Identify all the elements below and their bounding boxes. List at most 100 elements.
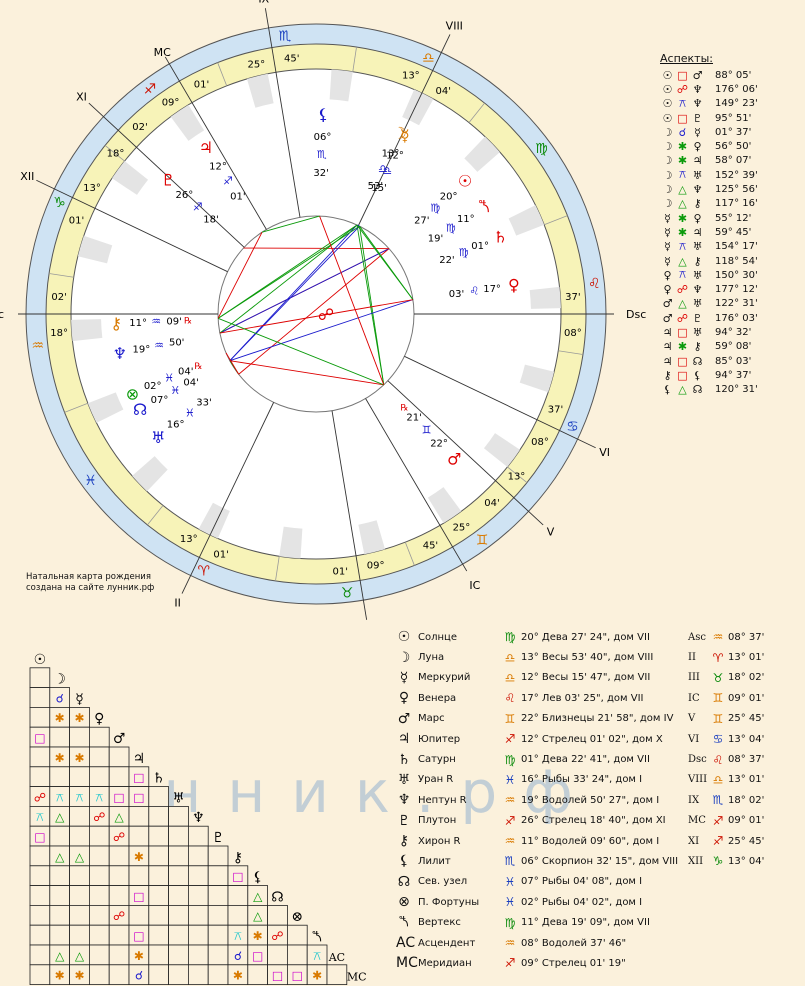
aspect-row: ☿ ✱ ♀ 55° 12' — [660, 211, 800, 225]
grid-cell — [69, 805, 90, 827]
zodiac-sign-glyph: ♎ — [422, 50, 435, 66]
house-sector — [71, 319, 103, 342]
aspects-title: Аспекты: — [660, 52, 713, 65]
planet-degree: 12° — [209, 161, 227, 172]
legend-position: 06° Скорпион 32' 15", дом VIII — [521, 855, 679, 867]
legend-position: 09° Стрелец 01' 19" — [521, 957, 626, 969]
legend-name: Лилит — [418, 855, 451, 867]
cusp-label: II — [688, 652, 696, 664]
aspect-planet-1: ♃ — [662, 340, 673, 354]
legend-row: ♄ Сатурн ♍ 01° Дева 22' 41", дом VII — [396, 749, 678, 769]
cusp-position: 13° 04' — [728, 855, 765, 867]
grid-aspect-glyph: ✱ — [74, 751, 84, 765]
grid-aspect-glyph: □ — [113, 790, 124, 804]
aspect-value: 122° 31' — [715, 298, 758, 310]
cusp-row: XI ♐ 25° 45' — [688, 831, 764, 851]
grid-header-glyph: ⯲ — [312, 929, 322, 945]
grid-header-glyph: ♂ — [113, 731, 126, 747]
legend-position: 08° Водолей 37' 46" — [521, 937, 627, 949]
aspect-planet-1: ☿ — [664, 254, 671, 268]
planet-sign: ♍ — [430, 201, 440, 214]
aspect-planet-2: ♆ — [692, 97, 703, 111]
grid-aspect-glyph: ✱ — [134, 949, 144, 963]
aspect-planet-1: ☉ — [662, 68, 673, 82]
grid-cell — [29, 964, 51, 985]
grid-cell — [69, 924, 90, 946]
grid-aspect-glyph: ☌ — [56, 691, 64, 705]
cusp-degree-label: 01' — [194, 79, 209, 90]
grid-cell — [207, 904, 229, 926]
cusp-degree-label: 13° — [180, 534, 198, 545]
legend-row: ⚷ Хирон R ♒ 11° Водолей 09' 60", дом I — [396, 831, 678, 851]
grid-cell — [168, 845, 189, 867]
grid-cell — [29, 707, 51, 728]
aspect-type: ☍ — [676, 82, 689, 96]
house-sector — [358, 520, 386, 555]
grid-cell — [29, 924, 51, 946]
zodiac-sign-glyph: ♊ — [476, 532, 489, 548]
legend-symbol: ☊ — [397, 873, 411, 890]
legend-symbol: ♆ — [397, 792, 411, 809]
aspect-planet-2: ♂ — [692, 68, 703, 82]
aspect-value: 56° 50' — [715, 141, 752, 153]
legend-row: ♀ Венера ♌ 17° Лев 03' 25", дом VII — [396, 688, 678, 708]
aspect-value: 118° 54' — [715, 255, 758, 267]
aspect-type: ⚻ — [678, 268, 687, 282]
cusp-row: II ♈ 13° 01' — [688, 647, 764, 667]
aspect-planet-1: ☽ — [662, 154, 673, 168]
planet-minute: 01' — [230, 191, 245, 202]
planet-sign: ♐ — [193, 200, 203, 213]
sign-boundary — [544, 215, 568, 226]
aspect-type: ✱ — [677, 340, 688, 354]
grid-cell — [29, 845, 51, 867]
grid-cell — [148, 805, 170, 827]
legend-position: 22° Близнецы 21' 58", дом IV — [521, 713, 674, 725]
grid-aspect-glyph: ✱ — [55, 969, 65, 983]
cusp-minute-label: 18° — [107, 148, 125, 159]
planet-minute: 53' — [368, 181, 383, 192]
zodiac-sign-glyph: ♐ — [144, 82, 157, 98]
grid-cell — [69, 825, 90, 847]
house-sector — [427, 487, 462, 524]
aspect-planet-2: ☊ — [692, 354, 703, 368]
cusp-sign-glyph: ♏ — [712, 793, 724, 808]
aspect-planet-1: ♃ — [662, 325, 673, 339]
cusp-label: MC — [688, 815, 706, 827]
grid-cell — [187, 904, 209, 926]
grid-cell — [89, 825, 110, 847]
grid-aspect-glyph: ⚻ — [313, 949, 321, 963]
cusp-label: Asc — [688, 631, 706, 643]
legend-sign-glyph: ♍ — [504, 752, 516, 767]
aspect-planet-1: ♀ — [663, 283, 672, 297]
grid-aspect-glyph: △ — [75, 949, 85, 963]
cusp-position: 08° 37' — [728, 631, 765, 643]
aspect-planet-1: ☽ — [662, 140, 673, 154]
cusp-position: 08° 37' — [728, 754, 765, 766]
planet-glyph: ♄ — [493, 228, 507, 247]
grid-header-glyph: ♄ — [152, 771, 165, 787]
grid-cell — [286, 944, 308, 966]
aspect-line — [229, 360, 384, 386]
cusp-position: 09° 01' — [728, 815, 765, 827]
cusp-minute-label: 25° — [453, 522, 471, 533]
aspect-row: ♃ ✱ ⚷ 59° 08' — [660, 340, 800, 354]
axis-label: Asc — [0, 308, 4, 321]
planet-degree: 01° — [471, 241, 489, 252]
aspect-value: 55° 12' — [715, 212, 752, 224]
grid-aspect-glyph: ✱ — [55, 751, 65, 765]
cusp-label: VI — [688, 733, 700, 745]
house-sector — [508, 205, 545, 236]
grid-cell — [227, 885, 249, 906]
grid-cell — [207, 845, 229, 867]
legend-name: П. Фортуны — [418, 896, 480, 908]
legend-sign-glyph: ♓ — [504, 772, 516, 787]
grid-cell — [89, 726, 110, 748]
grid-aspect-glyph: ✱ — [233, 969, 243, 983]
cusp-row: Asc ♒ 08° 37' — [688, 627, 764, 647]
cusp-minute-label: 01' — [213, 549, 228, 560]
legend-sign-glyph: ♒ — [504, 936, 516, 951]
legend-symbol: ☉ — [397, 629, 411, 646]
aspect-planet-2: ♇ — [692, 111, 703, 125]
cusp-sign-glyph: ♐ — [712, 834, 724, 849]
legend-position: 19° Водолей 50' 27", дом I — [521, 794, 660, 806]
